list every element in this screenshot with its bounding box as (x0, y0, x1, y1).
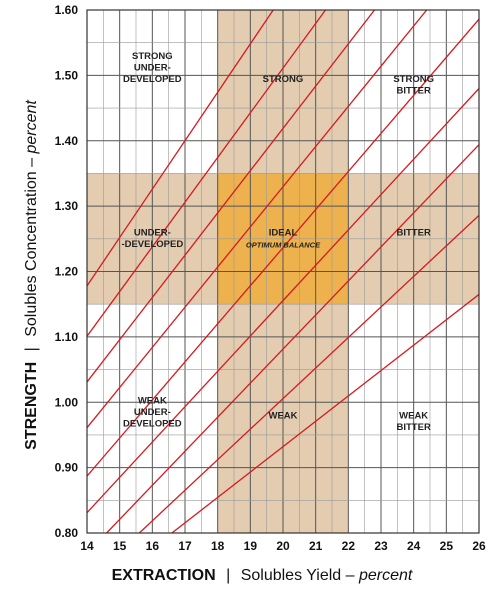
zone-label-line: IDEAL (269, 228, 298, 239)
y-tick-label: 0.80 (55, 526, 79, 540)
zone-label: IDEAL OPTIMUM BALANCE (246, 228, 321, 250)
y-tick-label: 1.10 (55, 330, 79, 344)
zone-label-line: DEVELOPED (123, 74, 182, 85)
x-axis-title-strong: EXTRACTION (112, 567, 216, 584)
zone-label: UNDER--DEVELOPED (121, 228, 183, 251)
grid-layer (86, 9, 480, 534)
series-line-8 (138, 214, 479, 533)
x-tick-label: 26 (472, 539, 486, 553)
y-tick-label: 1.30 (55, 199, 79, 213)
x-tick-label: 23 (374, 539, 388, 553)
x-axis-title-italic: percent (358, 567, 413, 584)
x-tick-label: 16 (146, 539, 160, 553)
zone-label: STRONG BITTER (393, 74, 434, 97)
x-tick-label: 15 (113, 539, 127, 553)
zone-label: WEAK UNDER-DEVELOPED (123, 396, 182, 430)
zone-label-line: WEAK (138, 396, 167, 407)
series-line-4 (87, 10, 428, 429)
x-tick-label: 18 (211, 539, 225, 553)
y-tick-label: 1.50 (55, 68, 79, 82)
x-tick-label: 14 (80, 539, 94, 553)
y-axis-title-strong: STRENGTH (23, 362, 40, 450)
zone-label-line: WEAK (399, 411, 428, 422)
zone-label-line: -DEVELOPED (121, 239, 183, 250)
x-tick-label: 24 (407, 539, 421, 553)
x-tick-label: 20 (276, 539, 290, 553)
x-tick-label: 21 (309, 539, 323, 553)
x-axis-title-separator: | (226, 567, 230, 584)
series-line-6 (87, 88, 479, 514)
zone-label-line: BITTER (397, 228, 431, 239)
zone-sublabel: OPTIMUM BALANCE (246, 241, 321, 250)
y-axis-title: STRENGTH | Solubles Concentration – perc… (23, 100, 40, 450)
series-line-2 (87, 10, 327, 337)
zone-label-line: UNDER- (134, 63, 171, 74)
y-tick-label: 1.60 (55, 3, 79, 17)
y-axis-title-text: Solubles Concentration – (23, 154, 40, 337)
y-axis-title-separator: | (23, 347, 40, 351)
zone-label: STRONG (263, 74, 304, 85)
frame-layer (86, 9, 480, 534)
series-line-7 (106, 144, 479, 533)
plot-frame (86, 9, 480, 534)
x-tick-label: 22 (342, 539, 356, 553)
zone-label-line: DEVELOPED (123, 419, 182, 430)
annotation-layer: STRONG UNDER-DEVELOPED STRONG STRONG BITTERU… (121, 51, 434, 433)
y-axis-title-italic: percent (23, 100, 40, 155)
y-tick-label: 1.00 (55, 395, 79, 409)
zone-label-line: STRONG (132, 51, 173, 62)
zone-label-line: UNDER- (134, 228, 171, 239)
zone-label-line: UNDER- (134, 407, 171, 418)
zone-label: WEAK (268, 411, 297, 422)
x-tick-label: 25 (440, 539, 454, 553)
zone-label: STRONG UNDER-DEVELOPED (123, 51, 182, 85)
x-axis-title: EXTRACTION | Solubles Yield – percent (112, 567, 413, 584)
series-line-1 (87, 10, 274, 287)
zone-label: BITTER (397, 228, 431, 239)
zone-label-line: STRONG (393, 74, 434, 85)
zone-label: WEAK BITTER (397, 411, 431, 434)
y-tick-label: 1.40 (55, 134, 79, 148)
lines-layer (87, 10, 479, 533)
x-tick-label: 17 (178, 539, 192, 553)
zone-label-line: WEAK (268, 411, 297, 422)
y-tick-label: 0.90 (55, 461, 79, 475)
tick-layer: 14 15 16 17 18 19 20 21 22 23 24 25 26 0.80 0.90 1.00 1.… (55, 3, 486, 553)
zone-label-line: BITTER (397, 422, 431, 433)
x-tick-label: 19 (244, 539, 258, 553)
zone-label-line: STRONG (263, 74, 304, 85)
series-line-9 (171, 293, 479, 533)
zone-label-line: BITTER (397, 85, 431, 96)
y-tick-label: 1.20 (55, 265, 79, 279)
series-line-3 (87, 10, 376, 383)
x-axis-title-text: Solubles Yield – (241, 567, 359, 584)
series-line-5 (87, 18, 479, 477)
